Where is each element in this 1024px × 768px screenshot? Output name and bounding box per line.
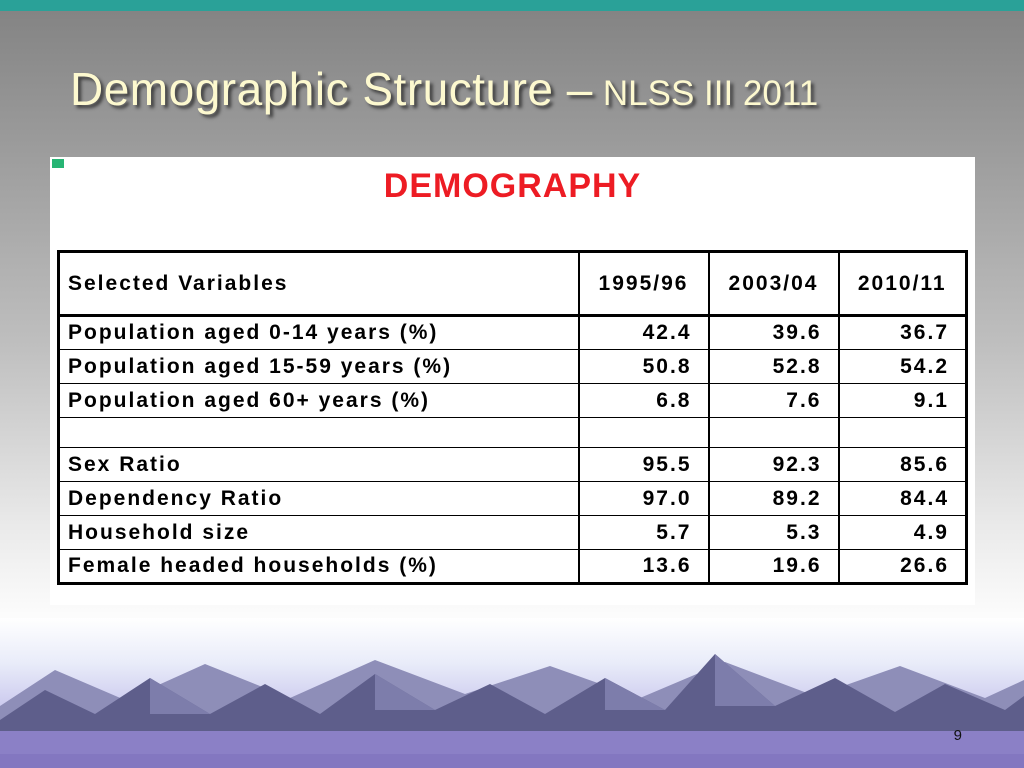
- row-label: Female headed households (%): [57, 549, 580, 584]
- table-row: Sex Ratio 95.5 92.3 85.6: [57, 447, 968, 482]
- row-value: [837, 417, 968, 448]
- table-row: Household size 5.7 5.3 4.9: [57, 515, 968, 550]
- slide-title-sub: NLSS III 2011: [602, 74, 819, 113]
- footer-graphic-area: [0, 618, 1024, 768]
- demography-table: Selected Variables 1995/96 2003/04 2010/…: [57, 250, 968, 585]
- table-row: Population aged 0-14 years (%) 42.4 39.6…: [57, 315, 968, 350]
- row-value: 97.0: [577, 481, 710, 516]
- row-value: 39.6: [707, 315, 840, 350]
- row-value: 4.9: [837, 515, 968, 550]
- row-value: 89.2: [707, 481, 840, 516]
- row-value: 84.4: [837, 481, 968, 516]
- row-value: 5.7: [577, 515, 710, 550]
- row-value: 54.2: [837, 349, 968, 384]
- row-value: 5.3: [707, 515, 840, 550]
- row-value: 50.8: [577, 349, 710, 384]
- row-value: 85.6: [837, 447, 968, 482]
- row-value: [707, 417, 840, 448]
- row-value: 19.6: [707, 549, 840, 584]
- row-value: 26.6: [837, 549, 968, 584]
- teal-corner-mark: [52, 159, 64, 168]
- slide-title: Demographic Structure – NLSS III 2011: [70, 62, 818, 116]
- row-label: Dependency Ratio: [57, 481, 580, 516]
- row-label: Population aged 60+ years (%): [57, 383, 580, 418]
- page-number: 9: [953, 727, 962, 744]
- row-value: 95.5: [577, 447, 710, 482]
- header-2010-11: 2010/11: [837, 251, 968, 317]
- table-title: DEMOGRAPHY: [383, 167, 642, 205]
- row-value: [577, 417, 710, 448]
- table-row: Female headed households (%) 13.6 19.6 2…: [57, 549, 968, 584]
- top-accent-bar: [0, 0, 1024, 11]
- row-value: 52.8: [707, 349, 840, 384]
- slide-title-main: Demographic Structure –: [70, 63, 593, 115]
- table-row: Population aged 60+ years (%) 6.8 7.6 9.…: [57, 383, 968, 418]
- row-label: Population aged 0-14 years (%): [57, 315, 580, 350]
- content-box: DEMOGRAPHY Selected Variables 1995/96 20…: [50, 157, 975, 605]
- row-value: 13.6: [577, 549, 710, 584]
- header-selected-variables: Selected Variables: [57, 251, 580, 317]
- table-header-row: Selected Variables 1995/96 2003/04 2010/…: [57, 251, 968, 317]
- row-value: 6.8: [577, 383, 710, 418]
- header-1995-96: 1995/96: [577, 251, 710, 317]
- row-value: 42.4: [577, 315, 710, 350]
- row-value: 92.3: [707, 447, 840, 482]
- mountains-graphic: [0, 654, 1024, 768]
- table-row: Dependency Ratio 97.0 89.2 84.4: [57, 481, 968, 516]
- row-label: [57, 417, 580, 448]
- row-value: 7.6: [707, 383, 840, 418]
- table-row: Population aged 15-59 years (%) 50.8 52.…: [57, 349, 968, 384]
- row-label: Population aged 15-59 years (%): [57, 349, 580, 384]
- row-value: 36.7: [837, 315, 968, 350]
- row-label: Household size: [57, 515, 580, 550]
- row-label: Sex Ratio: [57, 447, 580, 482]
- row-value: 9.1: [837, 383, 968, 418]
- header-2003-04: 2003/04: [707, 251, 840, 317]
- table-row-empty: [57, 417, 968, 448]
